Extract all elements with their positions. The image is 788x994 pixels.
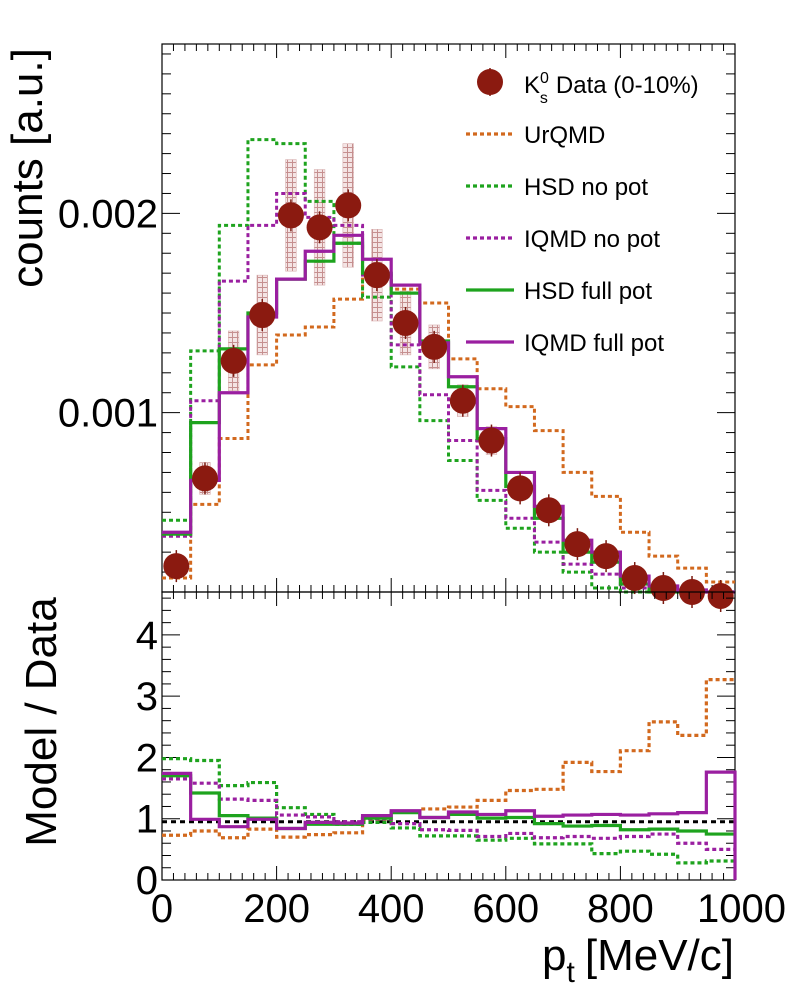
ratio-series-hsd-no-pot xyxy=(162,757,735,865)
data-point xyxy=(593,543,620,570)
legend-label-hsd-no-pot: HSD no pot xyxy=(524,174,648,201)
data-point xyxy=(277,202,304,229)
legend-data-marker xyxy=(477,69,503,95)
data-point xyxy=(650,575,677,602)
top-series-hsd-no-pot xyxy=(162,138,735,594)
ratio-series-iqmd-full-pot xyxy=(162,770,737,880)
data-point xyxy=(449,387,476,414)
bottom-y-tick-label: 0 xyxy=(136,859,158,903)
x-axis-title: pt [MeV/c] xyxy=(542,931,734,989)
top-y-tick-label: 0.001 xyxy=(58,392,158,436)
x-tick-label: 1000 xyxy=(697,887,786,931)
x-axis-title-unit: [MeV/c] xyxy=(585,931,734,980)
legend-label-iqmd-no-pot: IQMD no pot xyxy=(524,226,660,253)
data-point xyxy=(707,582,734,609)
data-point xyxy=(621,565,648,592)
legend-data-superscript: 0 xyxy=(540,70,549,87)
data-point xyxy=(421,333,448,360)
top-y-axis-title: counts [a.u.] xyxy=(3,48,52,288)
data-point xyxy=(335,192,362,219)
legend-data-symbol: K xyxy=(524,72,540,99)
legend-label-iqmd-full-pot: IQMD full pot xyxy=(524,330,664,357)
x-tick-label: 400 xyxy=(358,887,425,931)
top-series-iqmd-no-pot xyxy=(162,191,735,594)
data-point xyxy=(564,531,591,558)
data-point xyxy=(507,475,534,502)
bottom-y-tick-label: 3 xyxy=(136,675,158,719)
data-point xyxy=(163,553,190,580)
ratio-panel: 0 1 2 3 4 Model / Data xyxy=(17,591,737,903)
data-point xyxy=(363,262,390,289)
x-tick-label: 800 xyxy=(587,887,654,931)
bottom-y-tick-label: 1 xyxy=(136,798,158,842)
top-y-tick-label: 0.002 xyxy=(58,192,158,236)
data-point xyxy=(478,427,505,454)
legend-data-subscript: s xyxy=(540,90,548,107)
data-point xyxy=(535,497,562,524)
legend-data-label: K0 s Data (0-10%) xyxy=(524,70,699,107)
x-axis-title-symbol: p xyxy=(542,931,566,980)
x-axis-labels: 0 200 400 600 800 1000 pt [MeV/c] xyxy=(151,887,786,989)
bottom-y-tick-label: 4 xyxy=(136,614,158,658)
data-point xyxy=(220,347,247,374)
x-tick-label: 600 xyxy=(472,887,539,931)
legend-label-urqmd: UrQMD xyxy=(524,122,605,149)
bottom-y-axis-title: Model / Data xyxy=(17,597,66,847)
data-point xyxy=(249,302,276,329)
legend: K0 s Data (0-10%) UrQMD HSD no pot IQMD no po… xyxy=(466,68,699,357)
bottom-y-tick-label: 2 xyxy=(136,736,158,780)
legend-data-text: Data (0-10%) xyxy=(556,72,699,99)
legend-label-hsd-full-pot: HSD full pot xyxy=(524,278,652,305)
x-tick-label: 200 xyxy=(243,887,310,931)
data-point xyxy=(306,214,333,241)
ratio-series-iqmd-no-pot xyxy=(162,777,735,851)
ratio-series-urqmd xyxy=(162,678,735,840)
data-point xyxy=(191,465,218,492)
data-point xyxy=(392,309,419,336)
x-tick-label: 0 xyxy=(151,887,173,931)
x-axis-title-subscript: t xyxy=(567,956,576,989)
